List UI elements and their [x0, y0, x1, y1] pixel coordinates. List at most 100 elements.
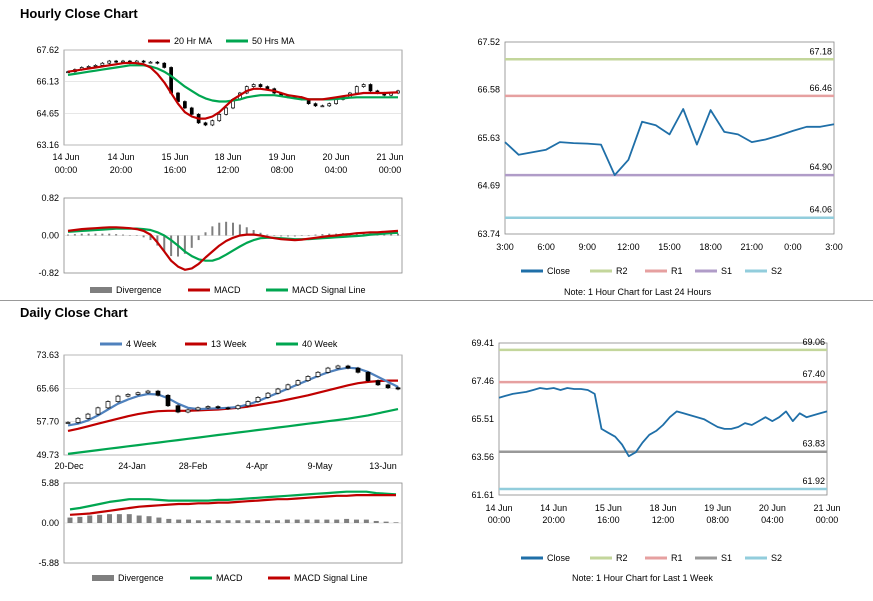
daily-candle-body: [225, 407, 231, 410]
daily-divergence-bar: [146, 516, 152, 523]
hourly-24h-frame: [504, 41, 835, 235]
daily-week-legend-s2: S2: [771, 553, 782, 563]
daily-price-ytick: 57.70: [36, 417, 59, 427]
daily-legend-signal: MACD Signal Line: [294, 573, 368, 583]
hourly-24h-ytick: 67.52: [477, 37, 500, 47]
hourly-divergence-bar: [328, 233, 331, 236]
hourly-candle-body: [155, 61, 160, 64]
hourly-candle-body: [265, 86, 270, 90]
daily-candle-body: [325, 367, 331, 373]
daily-divergence-bar: [294, 519, 300, 523]
daily-candle-body: [345, 365, 351, 369]
hourly-price-xtick: 14 Jun: [52, 152, 79, 162]
hourly-divergence-bar: [225, 221, 228, 236]
daily-price-ytick: 73.63: [36, 350, 59, 360]
hourly-macd-ytick: 0.00: [41, 231, 59, 241]
hourly-price-xtick: 20 Jun: [322, 152, 349, 162]
daily-divergence-bar: [304, 519, 310, 523]
hourly-divergence-bar: [362, 232, 365, 236]
daily-week-xtick: 15 Jun: [595, 503, 622, 513]
daily-price-xtick: 9-May: [307, 461, 333, 471]
hourly-divergence-bar: [197, 235, 200, 241]
hourly-divergence-bar: [232, 222, 234, 236]
hourly-legend-macd: MACD: [214, 285, 241, 295]
hourly-24h-legend-r1: R1: [671, 266, 683, 276]
daily-section-title: Daily Close Chart: [20, 305, 128, 320]
daily-4wk-line: [67, 366, 399, 427]
hourly-24h-legend-r2: R2: [616, 266, 628, 276]
hourly-divergence-bar: [280, 235, 283, 237]
hourly-divergence-bar: [122, 234, 124, 236]
hourly-24h-legend-s2: S2: [771, 266, 782, 276]
daily-candle-body: [235, 405, 241, 410]
daily-divergence-bar: [334, 519, 340, 523]
daily-candle-body: [265, 392, 271, 398]
daily-candle-body: [145, 390, 151, 394]
daily-divergence-bar: [195, 520, 201, 523]
hourly-divergence-bar: [211, 226, 214, 236]
hourly-candle-body: [327, 103, 332, 107]
daily-candle-body: [115, 395, 121, 402]
hourly-candle-body: [313, 103, 318, 107]
hourly-divergence-bar: [128, 235, 131, 236]
hourly-candle-body: [361, 84, 366, 87]
daily-divergence-bar: [255, 520, 261, 523]
daily-divergence-bar: [186, 519, 192, 523]
hourly-price-ytick: 66.13: [36, 77, 59, 87]
daily-divergence-bar: [176, 519, 182, 523]
daily-week-xtick: 18 Jun: [649, 503, 676, 513]
daily-divergence-bar: [166, 518, 172, 523]
hourly-candle-body: [162, 62, 167, 68]
hourly-divergence-bar: [238, 224, 241, 236]
hourly-candle-body: [217, 113, 222, 122]
hourly-candle-body: [114, 60, 118, 63]
hourly-candle-body: [107, 60, 112, 64]
daily-divergence-bar: [107, 514, 113, 523]
hourly-divergence-bar: [307, 235, 310, 236]
hourly-candle-body: [320, 105, 325, 108]
hourly-divergence-bar: [218, 222, 221, 236]
hourly-price-xtick: 15 Jun: [161, 152, 188, 162]
daily-macd-signal-line: [69, 494, 396, 516]
daily-candle-body: [185, 409, 191, 413]
hourly-divergence-bar: [314, 234, 317, 236]
hourly-divergence-bar: [73, 234, 76, 236]
daily-week-xtick: 00:00: [816, 515, 839, 525]
hourly-candle-body: [176, 92, 180, 102]
daily-divergence-bar: [373, 520, 379, 523]
hourly-divergence-bar: [163, 235, 166, 252]
daily-divergence-bar: [245, 520, 251, 523]
hourly-candle-body: [203, 122, 208, 126]
daily-divergence-bar: [363, 519, 369, 523]
daily-candle-body: [125, 394, 131, 397]
daily-candle-body: [245, 401, 251, 407]
hourly-24h-legend-close: Close: [547, 266, 570, 276]
hourly-divergence-bar: [190, 235, 193, 248]
daily-candle-body: [65, 422, 71, 424]
daily-week-xtick: 14 Jun: [540, 503, 567, 513]
hourly-divergence-bar: [252, 230, 255, 236]
daily-week-frame: [498, 342, 828, 496]
daily-divergence-bar: [225, 520, 231, 523]
daily-macd-ytick: 0.00: [41, 518, 59, 528]
daily-candle-body: [105, 401, 111, 409]
hourly-candle-body: [121, 60, 125, 63]
daily-candle-body: [255, 397, 261, 402]
daily-legend-macd: MACD: [216, 573, 243, 583]
daily-40wk-line: [67, 408, 399, 455]
hourly-divergence-bar: [204, 232, 207, 236]
hourly-divergence-bar: [300, 235, 303, 236]
daily-week-ytick: 65.51: [471, 414, 494, 424]
daily-legend-40wk: 40 Week: [302, 339, 338, 349]
hourly-24h-ytick: 64.69: [477, 181, 500, 191]
daily-week-legend-r1: R1: [671, 553, 683, 563]
daily-week-xtick: 08:00: [706, 515, 729, 525]
hourly-divergence-bar: [390, 233, 393, 236]
section-divider: [0, 300, 873, 301]
daily-week-xtick: 20 Jun: [759, 503, 786, 513]
daily-price-xtick: 24-Jan: [118, 461, 146, 471]
daily-candle-body: [315, 371, 321, 377]
daily-candle-body: [295, 380, 301, 386]
hourly-divergence-bar: [170, 235, 173, 257]
hourly-candle-body: [169, 67, 173, 94]
